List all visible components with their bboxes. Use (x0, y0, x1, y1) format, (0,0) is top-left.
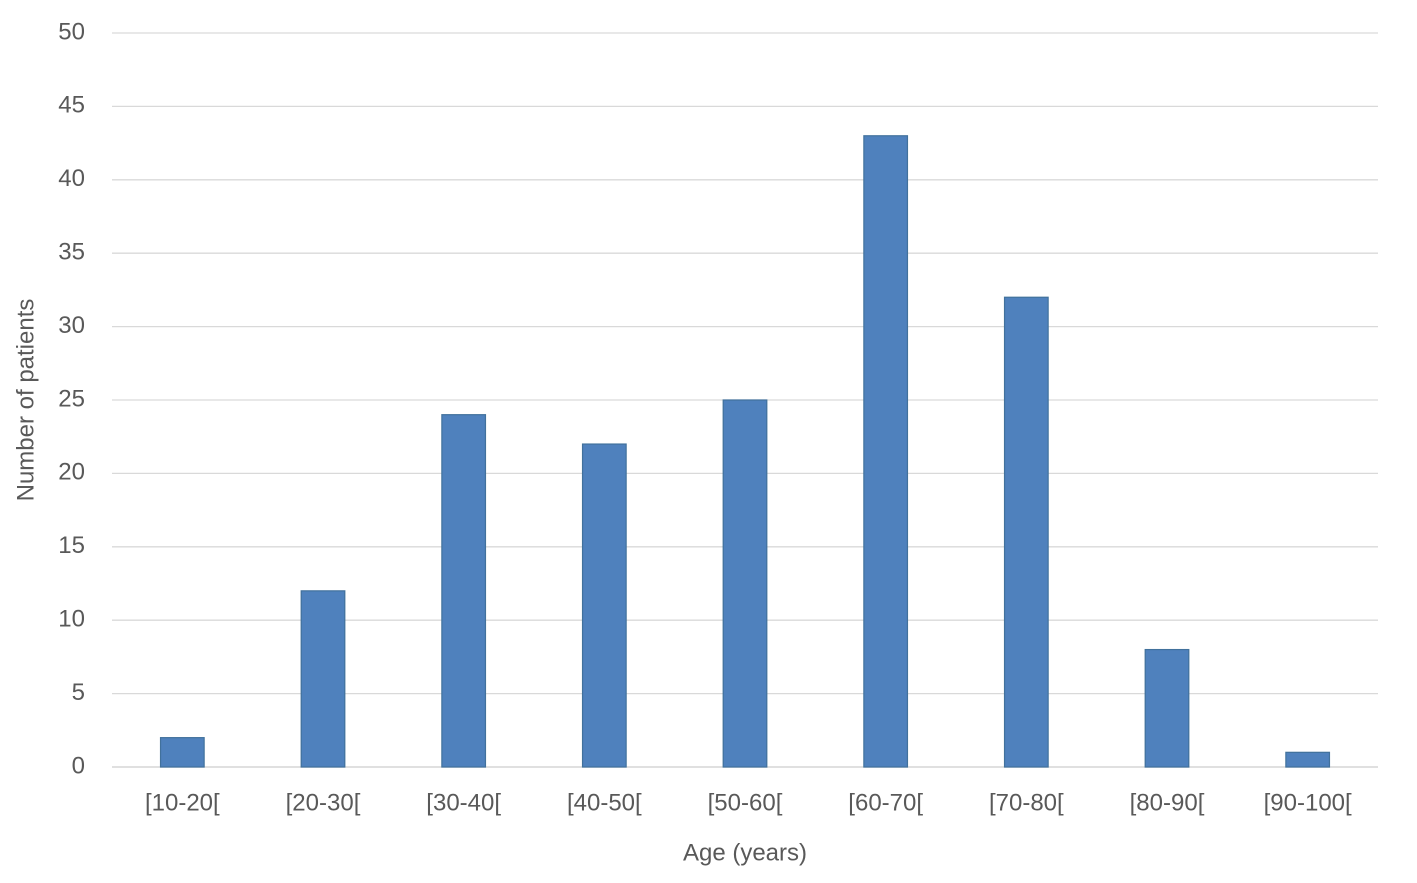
y-tick-label: 5 (72, 679, 85, 706)
x-tick-label: [30-40[ (426, 789, 501, 816)
x-tick-label: [80-90[ (1130, 789, 1205, 816)
x-tick-label: [10-20[ (145, 789, 220, 816)
x-tick-label: [20-30[ (286, 789, 361, 816)
bar (441, 414, 487, 768)
y-tick-label: 30 (58, 312, 85, 339)
x-tick-label: [60-70[ (848, 789, 923, 816)
y-axis-label: Number of patients (12, 299, 39, 502)
bar (159, 737, 205, 768)
bar (300, 590, 346, 768)
bar (1285, 751, 1331, 768)
x-tick-label: [50-60[ (708, 789, 783, 816)
bar (1144, 648, 1190, 768)
y-tick-label: 15 (58, 532, 85, 559)
x-axis-label: Age (years) (683, 839, 807, 866)
y-tick-label: 45 (58, 92, 85, 119)
bar (863, 135, 909, 768)
y-tick-label: 40 (58, 165, 85, 192)
y-tick-label: 50 (58, 18, 85, 45)
y-tick-label: 25 (58, 385, 85, 412)
bar (1003, 296, 1049, 768)
y-tick-label: 0 (72, 752, 85, 779)
x-tick-label: [90-100[ (1264, 789, 1352, 816)
bar (581, 443, 627, 768)
y-tick-label: 20 (58, 459, 85, 486)
bar (722, 399, 768, 768)
y-tick-label: 35 (58, 239, 85, 266)
y-tick-label: 10 (58, 606, 85, 633)
x-tick-label: [70-80[ (989, 789, 1064, 816)
x-tick-label: [40-50[ (567, 789, 642, 816)
